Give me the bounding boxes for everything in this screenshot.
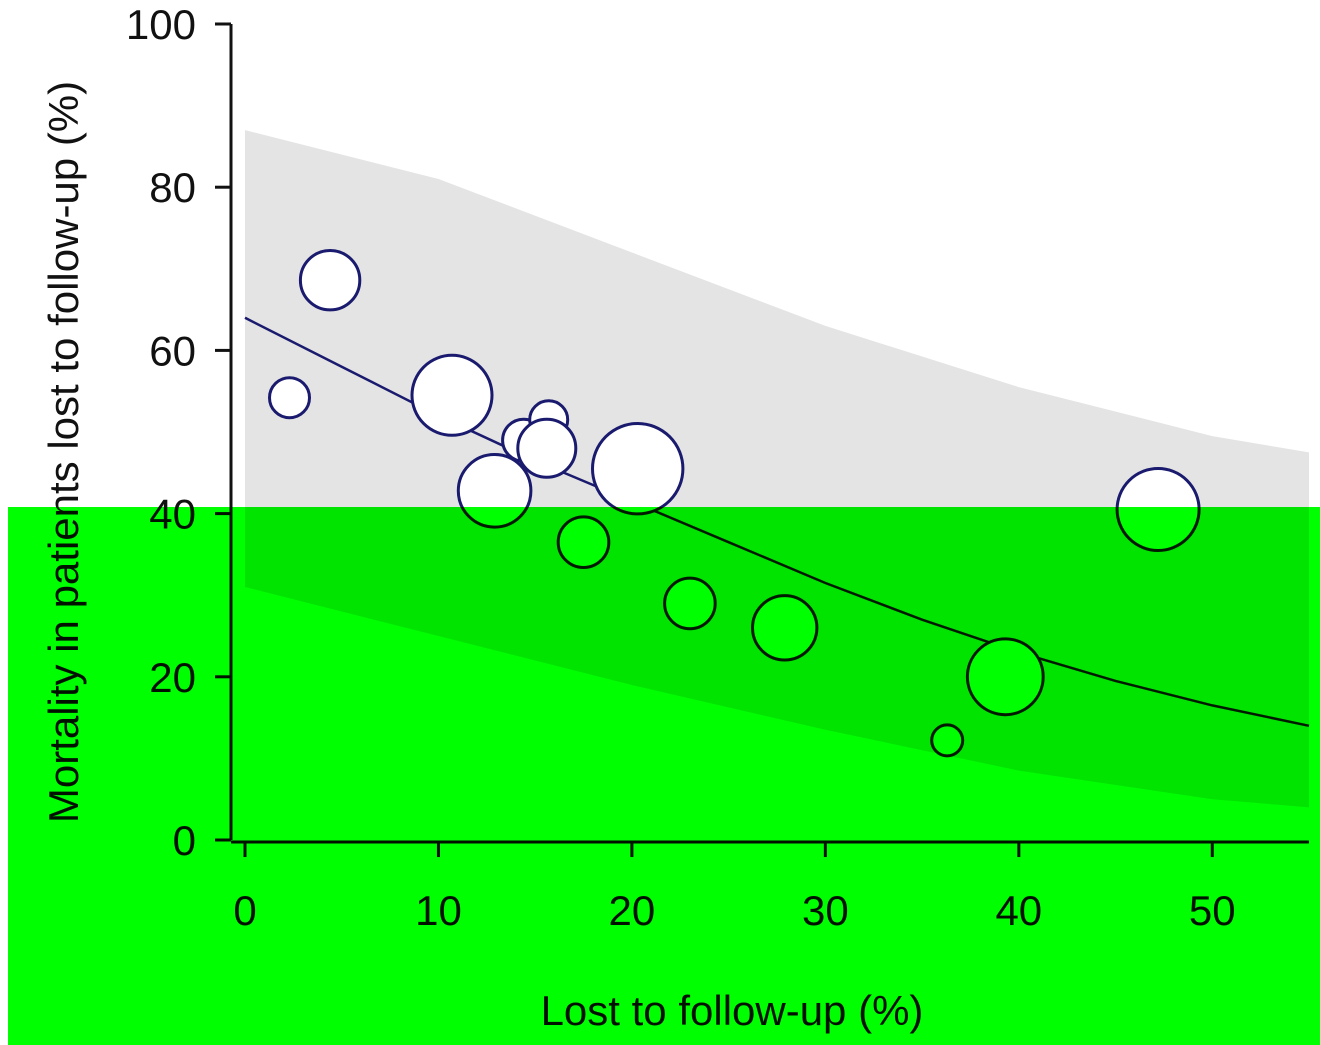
x-tick-label: 30 [802,887,849,934]
y-axis-title: Mortality in patients lost to follow-up … [40,81,87,823]
y-tick-label: 40 [149,491,196,538]
y-tick-label: 100 [126,1,196,48]
x-axis-ticks: 0 10 20 30 40 50 [233,842,1236,934]
x-tick-label: 20 [609,887,656,934]
data-point [663,576,717,631]
x-tick-label: 50 [1189,887,1236,934]
data-point [930,723,965,758]
y-axis-ticks: 0 20 40 60 80 100 [126,1,231,864]
data-point [1115,467,1201,552]
data-point [456,453,533,529]
y-tick-label: 0 [173,817,196,864]
data-point [410,353,494,437]
data-point [751,594,819,662]
data-point [965,637,1045,717]
x-tick-label: 0 [233,887,256,934]
y-tick-label: 80 [149,164,196,211]
data-point [516,417,578,479]
x-tick-label: 10 [415,887,462,934]
y-tick-label: 20 [149,654,196,701]
x-tick-label: 40 [995,887,1042,934]
plot-area [244,130,1310,808]
x-axis-title: Lost to follow-up (%) [541,987,924,1034]
data-point [591,422,685,516]
data-point [268,376,311,420]
data-point [298,249,362,312]
y-tick-label: 60 [149,327,196,374]
data-point [556,515,611,570]
